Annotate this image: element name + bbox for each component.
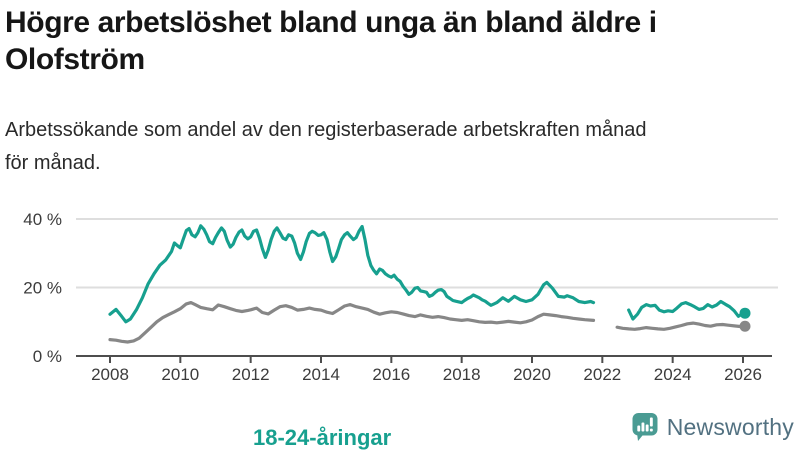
x-axis-label: 2024	[654, 365, 692, 384]
x-axis-label: 2010	[161, 365, 199, 384]
y-axis-label: 40 %	[23, 210, 62, 229]
newsworthy-wordmark: Newsworthy	[666, 413, 794, 440]
page-subtitle: Arbetssökande som andel av den registerb…	[5, 114, 795, 180]
subtitle-line-1: Arbetssökande som andel av den registerb…	[5, 119, 647, 141]
x-axis-label: 2022	[583, 365, 621, 384]
series-line-0	[108, 224, 596, 324]
newsworthy-logo: Newsworthy	[631, 411, 794, 443]
page-title: Högre arbetslöshet bland unga än bland ä…	[5, 4, 785, 78]
series-line-0	[627, 299, 745, 321]
x-axis-label: 2012	[232, 365, 270, 384]
x-axis-label: 2026	[724, 365, 762, 384]
title-line-1: Högre arbetslöshet bland unga än bland ä…	[5, 6, 657, 39]
x-axis-label: 2016	[372, 365, 410, 384]
y-axis-label: 20 %	[23, 279, 62, 298]
line-chart-canvas: 2008 2010 2012 2014 2016 2018 2020 2022 2024 2026…	[23, 210, 778, 384]
x-axis-label: 2014	[302, 365, 340, 384]
newsworthy-bubble-chart-icon	[632, 413, 658, 441]
y-axis-label: 0 %	[33, 347, 62, 366]
series-end-dot-0	[739, 307, 751, 319]
series-line-1	[108, 300, 596, 344]
x-axis-label: 2020	[513, 365, 551, 384]
chart-area: 2008 2010 2012 2014 2016 2018 2020 2022 2024 2026…	[0, 195, 800, 450]
title-line-2: Olofström	[5, 43, 145, 76]
series-line-1	[615, 321, 745, 331]
series-label-youth: 18-24-åringar	[253, 425, 392, 450]
series-end-dot-1	[739, 320, 751, 332]
x-axis-label: 2018	[443, 365, 481, 384]
subtitle-line-2: för månad.	[5, 152, 101, 174]
x-axis-label: 2008	[91, 365, 129, 384]
